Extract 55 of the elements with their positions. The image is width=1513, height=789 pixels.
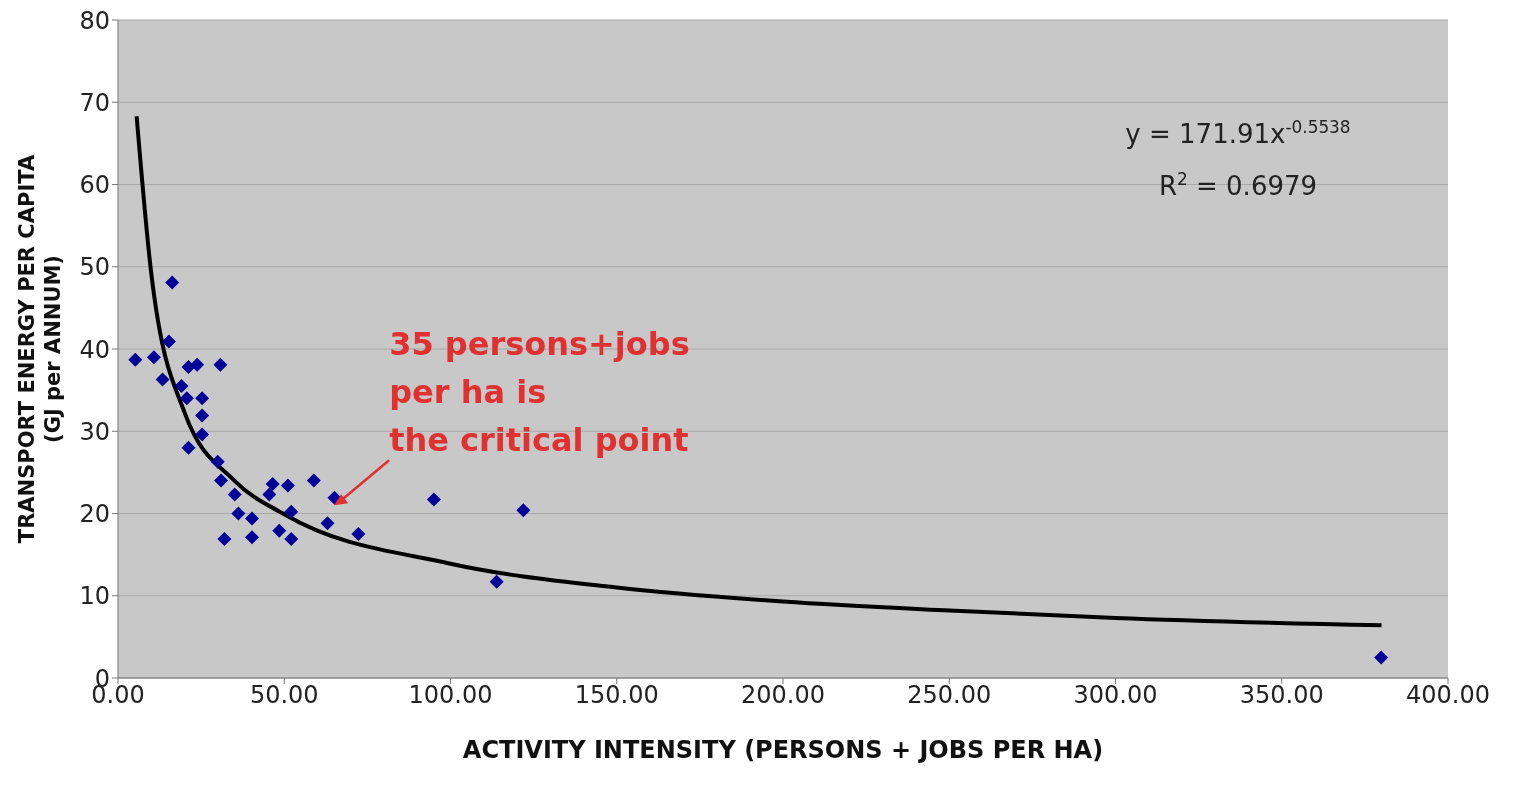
- point: [265, 476, 280, 491]
- point: [195, 408, 210, 423]
- point: [174, 379, 189, 394]
- point: [214, 473, 229, 488]
- y-tick-label: 20: [79, 500, 110, 529]
- point: [217, 532, 232, 546]
- point: [165, 275, 180, 290]
- x-tick-label: 400.00: [1406, 681, 1490, 710]
- y-tick-label: 40: [79, 335, 110, 364]
- y-tick-label: 60: [79, 171, 110, 200]
- y-tick-label: 30: [79, 417, 110, 446]
- x-tick-label: 100.00: [408, 681, 493, 710]
- line-series: [134, 114, 1384, 628]
- point: [231, 506, 246, 521]
- x-tick-label: 250.00: [907, 681, 992, 710]
- y-tick-label: 70: [79, 88, 110, 117]
- annotation: y = 171.91x$^{-0.5538}$: [1125, 117, 1351, 149]
- point: [272, 523, 287, 538]
- point: [351, 527, 366, 542]
- annotation: R$^{2}$ = 0.6979: [1158, 169, 1318, 201]
- y-tick-label: 80: [79, 6, 110, 35]
- point: [210, 454, 225, 469]
- point: [245, 511, 259, 526]
- point: [181, 440, 196, 455]
- point: [306, 473, 321, 488]
- x-tick-label: 300.00: [1073, 681, 1158, 710]
- y-axis-title: TRANSPORT ENERGY PER CAPITA (GJ per ANNUM): [15, 154, 65, 544]
- point: [489, 574, 504, 589]
- x-axis-title: ACTIVITY INTENSITY (PERSONS + JOBS PER HA): [462, 736, 1104, 764]
- point: [227, 487, 242, 502]
- point: [195, 391, 210, 406]
- point: [516, 503, 531, 518]
- x-tick-label: 150.00: [574, 681, 659, 710]
- point: [1374, 650, 1389, 665]
- point: [213, 357, 228, 372]
- point: [284, 504, 299, 519]
- point: [190, 357, 205, 372]
- x-tick-label: 50.00: [249, 681, 319, 710]
- point: [262, 487, 277, 502]
- point: [179, 391, 194, 406]
- point: [146, 350, 161, 365]
- y-tick-label: 50: [79, 253, 110, 282]
- point: [426, 492, 441, 507]
- point: [155, 372, 170, 387]
- point: [320, 516, 335, 531]
- point: [128, 352, 143, 367]
- x-tick-label: 350.00: [1239, 681, 1324, 710]
- x-tick-label: 200.00: [741, 681, 825, 710]
- point: [245, 530, 259, 545]
- y-tick-label: 10: [79, 582, 110, 611]
- point: [280, 478, 295, 493]
- point: [161, 334, 176, 349]
- point: [284, 532, 299, 546]
- point: [195, 427, 210, 442]
- annotation: 35 persons+jobs per ha is the critical point: [389, 325, 690, 460]
